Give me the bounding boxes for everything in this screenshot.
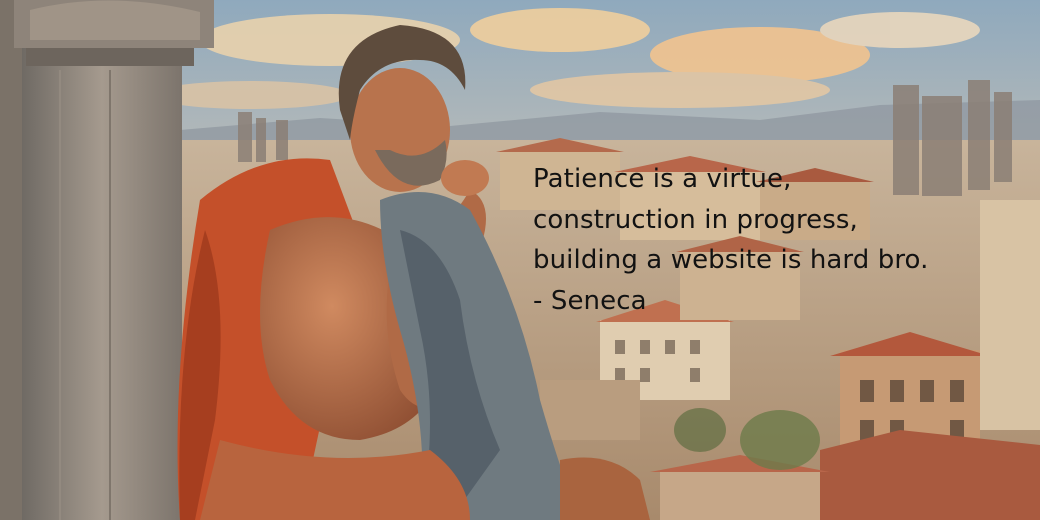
quote-line: construction in progress,	[533, 204, 858, 235]
distant-towers	[238, 80, 1012, 196]
quote-line: building a website is hard bro.	[533, 245, 929, 275]
quote-attribution: - Seneca	[533, 285, 647, 316]
quote-text: Patience is a virtue, construction in pr…	[533, 159, 1033, 321]
philosopher-figure	[177, 25, 650, 520]
quote-line: Patience is a virtue,	[533, 164, 792, 194]
city-buildings	[496, 138, 1040, 520]
stone-pillar	[0, 0, 214, 520]
